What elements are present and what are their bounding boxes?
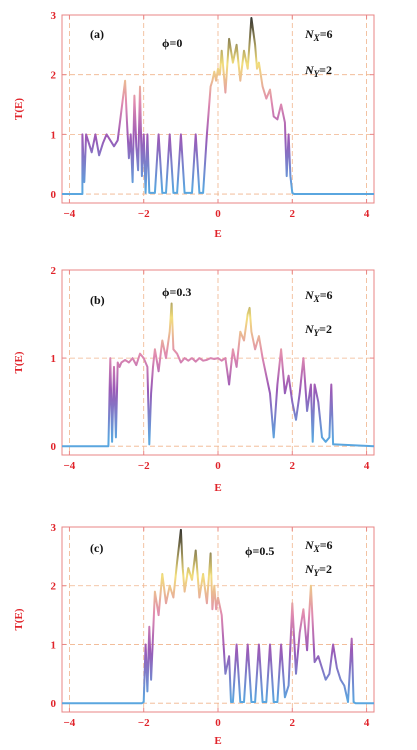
x-axis-title: E <box>214 482 221 494</box>
x-tick-label: 4 <box>364 460 370 472</box>
nx-label: NX=6 <box>304 27 333 43</box>
transmission-curve <box>62 17 374 195</box>
panels-layer: −4 −2 0 2 4 0 1 2 3 E T(E) (a) ϕ=0 NX=6 NY=2 −4 −2 0 2 4 0 1 2… <box>13 10 375 747</box>
x-tick-label: 4 <box>364 208 370 220</box>
y-tick-label: 1 <box>51 129 57 141</box>
y-axis-title: T(E) <box>13 351 25 373</box>
y-tick-label: 2 <box>51 70 57 82</box>
x-tick-label: −4 <box>64 208 76 220</box>
nx-label: NX=6 <box>304 538 333 554</box>
y-tick-label: 3 <box>51 522 57 534</box>
chart-panel-3: −4 −2 0 2 4 0 1 2 3 E T(E) (c) ϕ=0.5 NX=6 NY=2 <box>13 522 375 747</box>
x-tick-label: 2 <box>290 717 296 729</box>
y-tick-label: 2 <box>51 265 57 277</box>
chart-panel-1: −4 −2 0 2 4 0 1 2 3 E T(E) (a) ϕ=0 NX=6 NY=2 <box>13 10 375 240</box>
x-axis-title: E <box>214 735 221 747</box>
x-tick-label: −2 <box>138 460 150 472</box>
x-tick-label: 0 <box>215 717 221 729</box>
y-tick-label: 2 <box>51 581 57 593</box>
x-tick-label: −4 <box>64 460 76 472</box>
transmission-curve <box>62 528 374 705</box>
y-tick-label: 1 <box>51 639 57 651</box>
panel-label: (b) <box>90 293 105 307</box>
y-axis-title: T(E) <box>13 98 25 120</box>
x-tick-label: 2 <box>290 460 296 472</box>
panel-label: (c) <box>90 541 103 555</box>
x-tick-label: −4 <box>64 717 76 729</box>
x-tick-label: 4 <box>364 717 370 729</box>
nx-label: NX=6 <box>304 288 333 304</box>
y-tick-label: 3 <box>51 10 57 22</box>
y-tick-label: 0 <box>51 189 57 201</box>
x-tick-label: −2 <box>138 208 150 220</box>
x-tick-label: 0 <box>215 208 221 220</box>
y-tick-label: 0 <box>51 698 57 710</box>
y-axis-title: T(E) <box>13 608 25 630</box>
phi-label: ϕ=0.5 <box>245 544 274 558</box>
ny-label: NY=2 <box>304 322 332 338</box>
x-axis-title: E <box>214 228 221 240</box>
x-tick-label: 0 <box>215 460 221 472</box>
y-tick-label: 0 <box>51 441 57 453</box>
ny-label: NY=2 <box>304 63 332 79</box>
y-tick-label: 1 <box>51 353 57 365</box>
chart-panel-2: −4 −2 0 2 4 0 1 2 E T(E) (b) ϕ=0.3 NX=6 NY=2 <box>13 265 375 494</box>
panel-label: (a) <box>90 27 104 41</box>
x-tick-label: −2 <box>138 717 150 729</box>
ny-label: NY=2 <box>304 562 332 578</box>
transmission-curve <box>62 302 374 448</box>
x-tick-label: 2 <box>290 208 296 220</box>
phi-label: ϕ=0.3 <box>162 285 191 299</box>
phi-label: ϕ=0 <box>162 36 182 50</box>
